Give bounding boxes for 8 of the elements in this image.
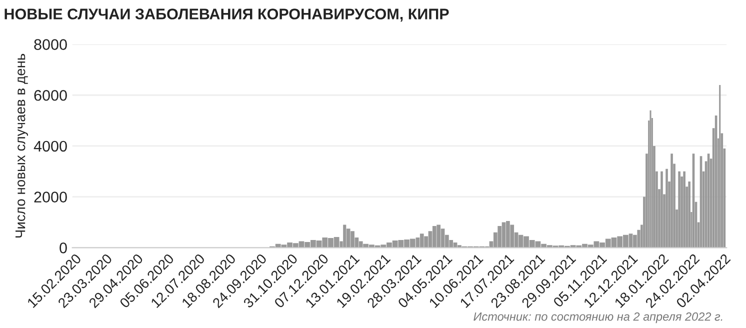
y-tick-label: 6000 [34,90,67,101]
y-tick-label: 4000 [34,140,67,152]
y-tick-label: 8000 [34,39,67,50]
y-tick-label: 2000 [34,192,67,202]
chart-title: НОВЫЕ СЛУЧАИ ЗАБОЛЕВАНИЯ КОРОНАВИРУСОМ, КИПР [4,8,449,22]
text: Источник: по состоянию на 2 апреля 2022 г. [474,312,722,324]
y-axis-title: Число новых случаев в день [16,54,28,238]
y-tick-label: 0 [60,242,67,254]
